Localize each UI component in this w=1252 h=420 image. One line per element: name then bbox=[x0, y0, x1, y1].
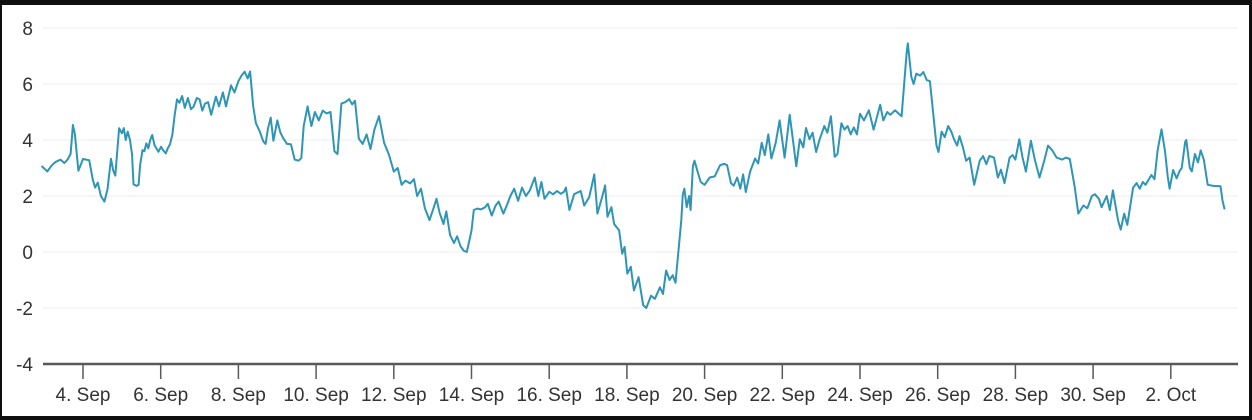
x-tick-label: 20. Sep bbox=[672, 385, 738, 406]
y-axis-labels-group: 8 6 4 2 0 -2 -4 bbox=[16, 19, 33, 376]
x-tick-label: 30. Sep bbox=[1060, 385, 1126, 406]
x-tick-label: 24. Sep bbox=[827, 385, 893, 406]
gridlines-group bbox=[43, 27, 1238, 309]
x-tick-label: 28. Sep bbox=[983, 385, 1049, 406]
y-tick-label: 2 bbox=[22, 187, 33, 208]
series-group bbox=[41, 42, 1226, 309]
y-tick-label: 4 bbox=[22, 131, 33, 152]
x-tick-label: 16. Sep bbox=[516, 385, 582, 406]
x-tick-label: 6. Sep bbox=[133, 385, 188, 406]
y-tick-label: -4 bbox=[16, 355, 33, 376]
x-axis-group: 4. Sep 6. Sep 8. Sep 10. Sep 12. Sep 14. Sep 1… bbox=[43, 362, 1238, 406]
x-tick-label: 18. Sep bbox=[594, 385, 660, 406]
y-tick-label: 8 bbox=[22, 19, 33, 40]
x-tick-label: 10. Sep bbox=[283, 385, 349, 406]
series-line bbox=[41, 42, 1226, 309]
x-tick-label: 8. Sep bbox=[211, 385, 266, 406]
x-tick-label: 26. Sep bbox=[905, 385, 971, 406]
x-tick-label: 4. Sep bbox=[56, 385, 111, 406]
x-tick-label: 22. Sep bbox=[750, 385, 816, 406]
y-tick-label: 6 bbox=[22, 75, 33, 96]
y-tick-label: -2 bbox=[16, 299, 33, 320]
y-tick-label: 0 bbox=[22, 243, 33, 264]
x-tick-label: 14. Sep bbox=[439, 385, 505, 406]
x-tick-label: 12. Sep bbox=[361, 385, 427, 406]
x-tick-label: 2. Oct bbox=[1145, 385, 1196, 406]
